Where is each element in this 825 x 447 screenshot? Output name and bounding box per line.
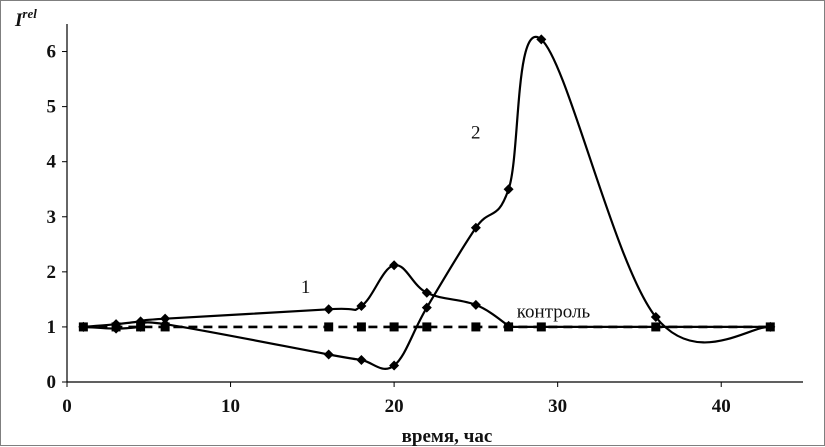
y-axis-title-main: I bbox=[14, 10, 23, 31]
control-point bbox=[471, 322, 481, 332]
y-tick-label: 3 bbox=[47, 207, 57, 228]
series-1-point bbox=[421, 287, 432, 298]
control-point bbox=[422, 322, 432, 332]
series-2-label: 2 bbox=[471, 123, 481, 144]
y-tick-label: 6 bbox=[47, 42, 57, 63]
x-tick-label: 10 bbox=[221, 396, 240, 417]
series-2-point bbox=[470, 222, 481, 233]
x-tick-label: 40 bbox=[712, 396, 731, 417]
control-point bbox=[389, 322, 399, 332]
series-2-point bbox=[389, 360, 400, 371]
control-point bbox=[78, 322, 88, 332]
series-2-point bbox=[536, 34, 547, 45]
series-2-point bbox=[356, 354, 367, 365]
y-tick-label: 1 bbox=[47, 317, 57, 338]
series-line-1 bbox=[83, 264, 510, 328]
control-point bbox=[765, 322, 775, 332]
series-1-label: 1 bbox=[301, 277, 311, 298]
x-tick-label: 30 bbox=[548, 396, 567, 417]
marker-layer bbox=[78, 34, 776, 371]
control-point bbox=[651, 322, 661, 332]
series-1-point bbox=[160, 313, 171, 324]
y-tick-label: 0 bbox=[47, 372, 57, 393]
control-point bbox=[111, 322, 121, 332]
axes-layer: 0 1 2 3 4 5 6 0 10 20 30 40 bbox=[47, 24, 803, 417]
y-axis-title-superscript: rel bbox=[22, 6, 37, 21]
x-tick-label: 0 bbox=[62, 396, 72, 417]
control-point bbox=[536, 322, 546, 332]
x-axis-title: время, час bbox=[402, 426, 493, 447]
series-2-point bbox=[421, 302, 432, 313]
series-2-point bbox=[503, 184, 514, 195]
x-tick-label: 20 bbox=[385, 396, 404, 417]
series-layer bbox=[83, 35, 771, 370]
series-1-point bbox=[323, 304, 334, 315]
y-tick-label: 2 bbox=[47, 262, 57, 283]
series-2-point bbox=[323, 349, 334, 360]
series-line-2 bbox=[83, 35, 771, 370]
text-layer: 1 2 контроль время, час Irel bbox=[14, 6, 590, 447]
control-point bbox=[324, 322, 334, 332]
series-1-point bbox=[389, 260, 400, 271]
control-point bbox=[504, 322, 514, 332]
y-axis-title: Irel bbox=[14, 6, 37, 31]
series-2-point bbox=[650, 312, 661, 323]
control-point bbox=[136, 322, 146, 332]
series-1-point bbox=[470, 299, 481, 310]
control-point bbox=[356, 322, 366, 332]
series-1-point bbox=[356, 300, 367, 311]
control-point bbox=[160, 322, 170, 332]
control-label: контроль bbox=[517, 302, 591, 323]
y-tick-label: 4 bbox=[47, 152, 57, 173]
y-tick-label: 5 bbox=[47, 97, 57, 118]
